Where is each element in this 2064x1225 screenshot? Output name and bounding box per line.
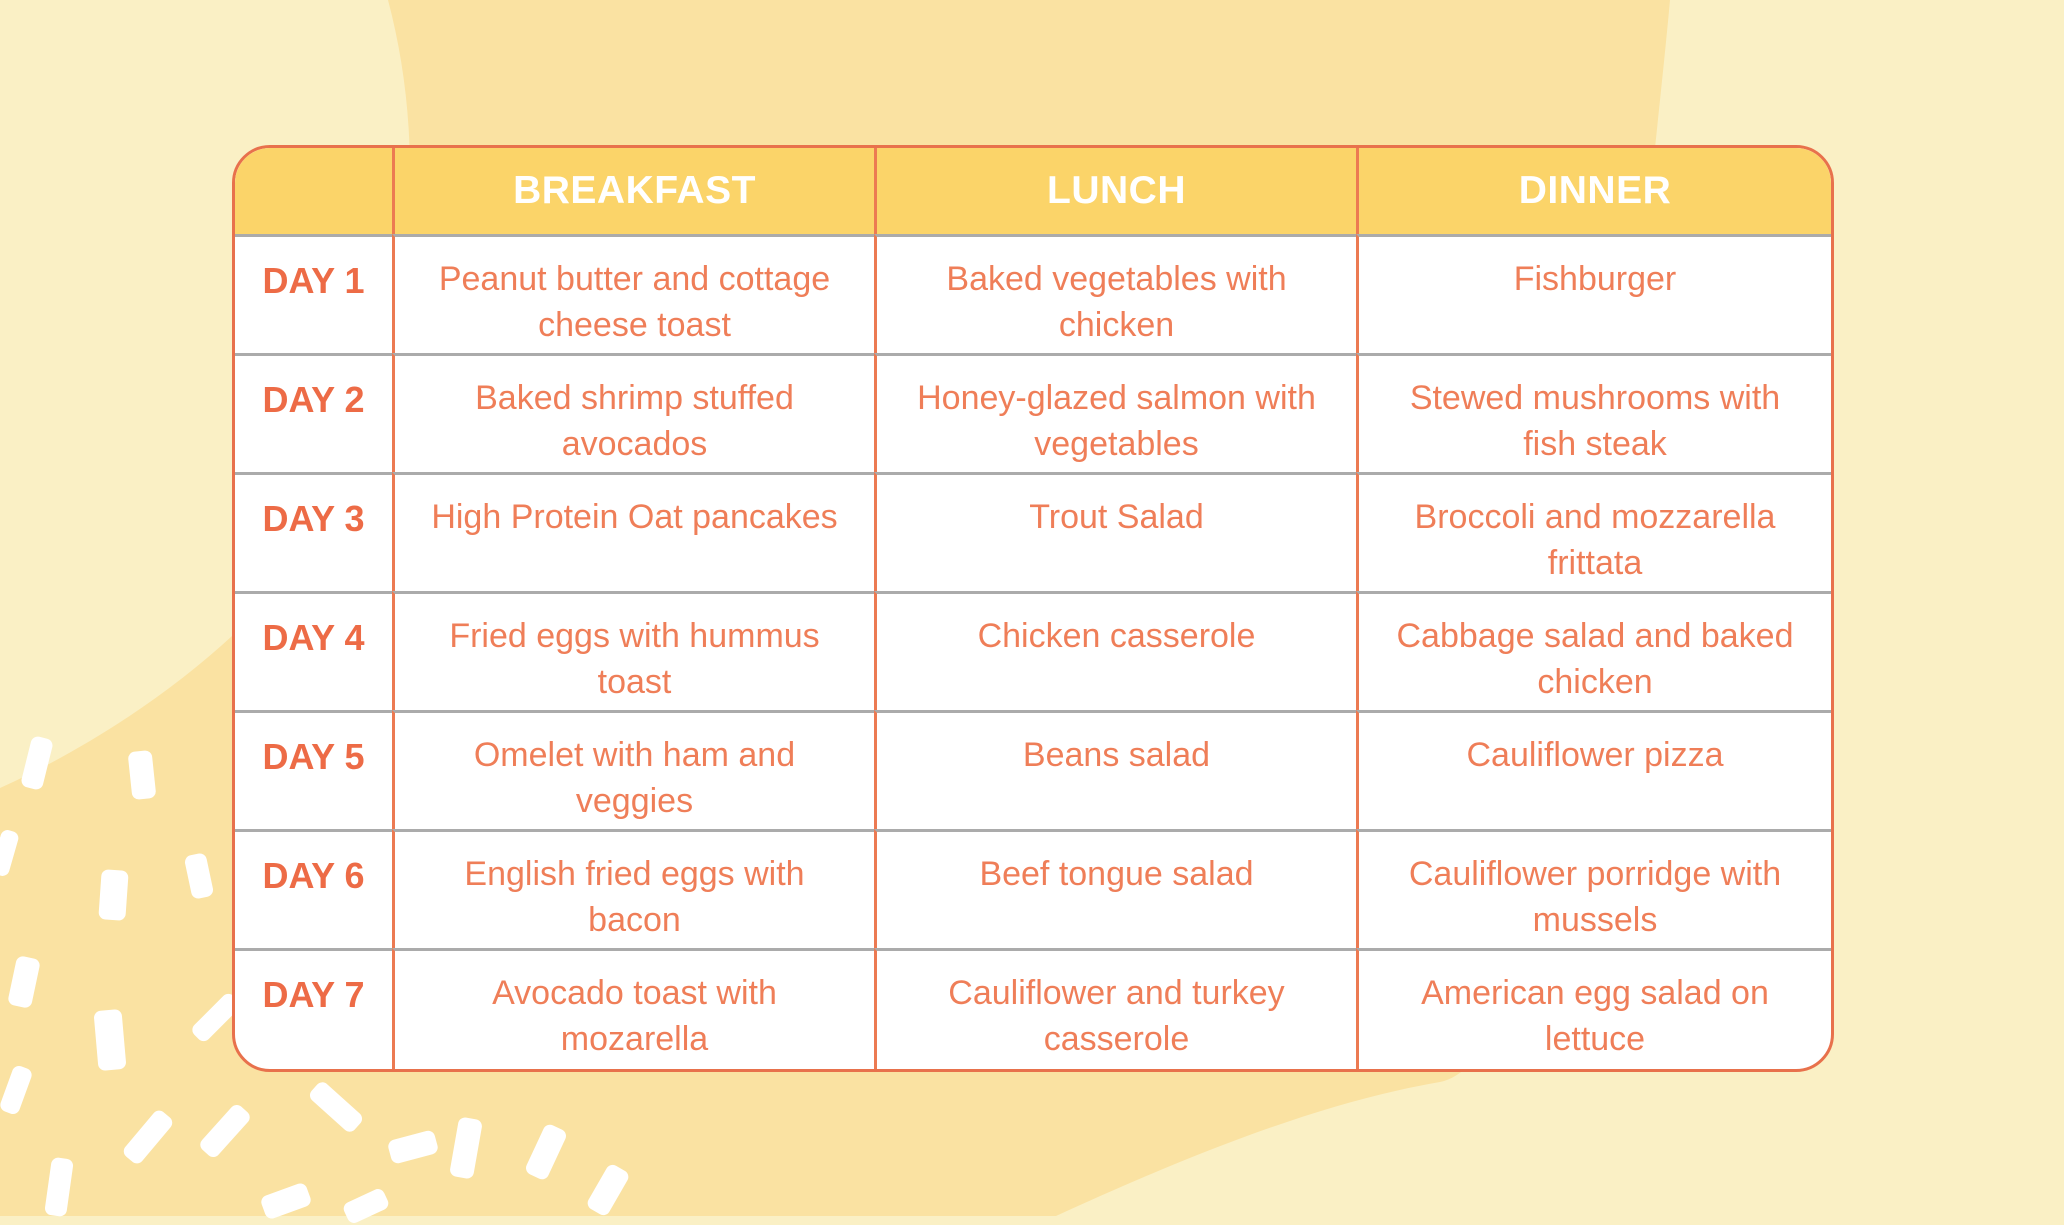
- confetti-dash: [93, 1008, 127, 1072]
- header-breakfast: BREAKFAST: [392, 148, 874, 234]
- breakfast-cell: Peanut butter and cottage cheese toast: [392, 234, 874, 353]
- lunch-cell: Baked vegetables with chicken: [874, 234, 1356, 353]
- breakfast-cell: Omelet with ham and veggies: [392, 710, 874, 829]
- day-label: DAY 7: [235, 948, 392, 1069]
- lunch-cell: Trout Salad: [874, 472, 1356, 591]
- confetti-dash: [127, 749, 157, 801]
- dinner-cell: Broccoli and mozzarella frittata: [1356, 472, 1831, 591]
- day-label: DAY 4: [235, 591, 392, 710]
- lunch-cell: Honey-glazed salmon with vegetables: [874, 353, 1356, 472]
- breakfast-cell: Fried eggs with hummus toast: [392, 591, 874, 710]
- breakfast-cell: High Protein Oat pancakes: [392, 472, 874, 591]
- header-corner-cell: [235, 148, 392, 234]
- lunch-cell: Chicken casserole: [874, 591, 1356, 710]
- dinner-cell: Stewed mushrooms with fish steak: [1356, 353, 1831, 472]
- lunch-cell: Cauliflower and turkey casserole: [874, 948, 1356, 1069]
- day-label: DAY 5: [235, 710, 392, 829]
- breakfast-cell: English fried eggs with bacon: [392, 829, 874, 948]
- day-label: DAY 1: [235, 234, 392, 353]
- confetti-dash: [98, 869, 129, 921]
- day-label: DAY 3: [235, 472, 392, 591]
- dinner-cell: American egg salad on lettuce: [1356, 948, 1831, 1069]
- dinner-cell: Cauliflower porridge with mussels: [1356, 829, 1831, 948]
- meal-plan-table: BREAKFAST LUNCH DINNER DAY 1 Peanut butt…: [232, 145, 1834, 1072]
- header-dinner: DINNER: [1356, 148, 1831, 234]
- breakfast-cell: Baked shrimp stuffed avocados: [392, 353, 874, 472]
- dinner-cell: Fishburger: [1356, 234, 1831, 353]
- day-label: DAY 6: [235, 829, 392, 948]
- breakfast-cell: Avocado toast with mozarella: [392, 948, 874, 1069]
- header-lunch: LUNCH: [874, 148, 1356, 234]
- day-label: DAY 2: [235, 353, 392, 472]
- dinner-cell: Cauliflower pizza: [1356, 710, 1831, 829]
- lunch-cell: Beans salad: [874, 710, 1356, 829]
- dinner-cell: Cabbage salad and baked chicken: [1356, 591, 1831, 710]
- lunch-cell: Beef tongue salad: [874, 829, 1356, 948]
